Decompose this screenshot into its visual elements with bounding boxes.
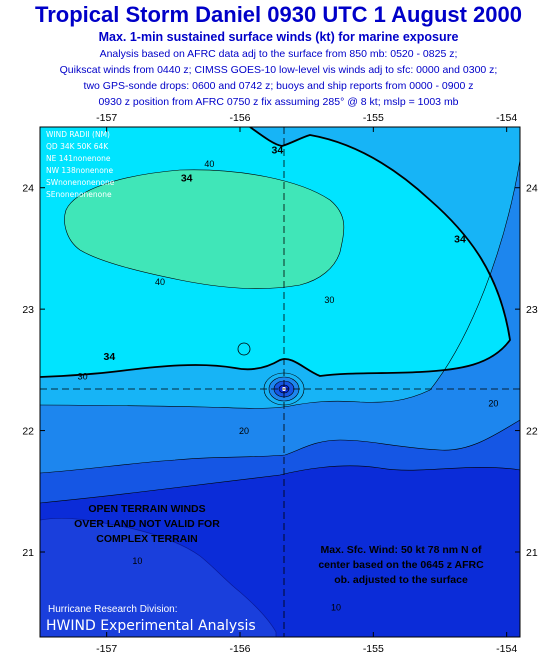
- contour-label-40: 40: [155, 277, 165, 287]
- y-tick-label-right: 24: [526, 183, 538, 195]
- wind-field: 34 34 34 34 40 40 30 30 20 20 10 10: [40, 127, 520, 637]
- terrain-line-1: OPEN TERRAIN WINDS: [88, 503, 205, 515]
- eye-contour-34: [237, 342, 251, 356]
- contour-34: [40, 127, 511, 378]
- x-tick-label-bottom: -155: [363, 643, 384, 655]
- wind-radii-title: WIND RADII (NM): [46, 130, 110, 139]
- contour-label-30: 30: [78, 372, 88, 382]
- x-tick-label-bottom: -157: [96, 643, 117, 655]
- contour-label-34: 34: [181, 173, 193, 185]
- hwind-label: HWIND Experimental Analysis: [46, 618, 256, 634]
- contour-20: [40, 419, 520, 474]
- x-tick-label-bottom: -156: [229, 643, 250, 655]
- y-tick-label-left: 23: [22, 304, 34, 316]
- contour-label-10: 10: [331, 602, 341, 612]
- region-40-50: [64, 169, 344, 289]
- contour-40: [64, 169, 345, 289]
- map-frame: [39, 126, 521, 638]
- wind-radii-row-ne: NE 141nonenone: [46, 154, 111, 163]
- x-tick-label-top: -156: [229, 112, 250, 124]
- contour-label-34: 34: [271, 145, 283, 157]
- y-tick-label-left: 22: [22, 426, 34, 438]
- contour-label-20: 20: [239, 426, 249, 436]
- max-wind-line-3: ob. adjusted to the surface: [334, 574, 468, 586]
- hrd-label: Hurricane Research Division:: [48, 604, 178, 615]
- terrain-line-3: COMPLEX TERRAIN: [96, 533, 198, 545]
- contour-label-34: 34: [103, 351, 115, 363]
- wind-radii-legend: WIND RADII (NM) QD 34K 50K 64K NE 141non…: [46, 130, 115, 199]
- contour-label-40: 40: [204, 159, 214, 169]
- contour-30: [40, 159, 520, 409]
- y-tick-label-right: 21: [526, 547, 538, 559]
- coastline-land: [40, 517, 277, 637]
- contour-label-34: 34: [454, 233, 466, 245]
- wind-radii-row-se: SEnonenonenone: [46, 190, 112, 199]
- y-tick-label-right: 23: [526, 304, 538, 316]
- map-subtitle: Max. 1-min sustained surface winds (kt) …: [98, 30, 459, 44]
- wind-radii-columns: QD 34K 50K 64K: [46, 142, 109, 151]
- contour-label-10: 10: [132, 556, 142, 566]
- contour-label-20: 20: [488, 398, 498, 408]
- y-tick-label-right: 22: [526, 426, 538, 438]
- x-tick-label-top: -154: [496, 112, 517, 124]
- max-wind-line-2: center based on the 0645 z AFRC: [318, 559, 484, 571]
- analysis-note-4: 0930 z position from AFRC 0750 z fix ass…: [98, 96, 459, 108]
- y-tick-label-left: 24: [22, 183, 34, 195]
- x-tick-label-top: -157: [96, 112, 117, 124]
- wind-radii-row-nw: NW 138nonenone: [46, 166, 114, 175]
- contour-10: [40, 465, 520, 504]
- analysis-note-1: Analysis based on AFRC data adj to the s…: [99, 48, 458, 60]
- x-tick-label-bottom: -154: [496, 643, 517, 655]
- map-title: Tropical Storm Daniel 0930 UTC 1 August …: [34, 2, 522, 27]
- contour-label-30: 30: [324, 295, 334, 305]
- contour-labels: 34 34 34 34 40 40 30 30 20 20 10 10: [78, 145, 499, 613]
- axis-ticks: -157 -157 -156 -156 -155 -155 -154 -154 21 21 22 22…: [22, 112, 538, 655]
- analysis-note-2: Quikscat winds from 0440 z; CIMSS GOES-1…: [59, 64, 498, 76]
- max-wind-note: Max. Sfc. Wind: 50 kt 78 nm N of center …: [318, 544, 484, 586]
- y-tick-label-left: 21: [22, 547, 34, 559]
- wind-radii-row-sw: SWnonenonenone: [46, 178, 115, 187]
- x-tick-label-top: -155: [363, 112, 384, 124]
- analysis-note-3: two GPS-sonde drops: 0600 and 0742 z; bu…: [83, 80, 474, 92]
- terrain-line-2: OVER LAND NOT VALID FOR: [74, 518, 220, 530]
- terrain-warning: OPEN TERRAIN WINDS OVER LAND NOT VALID F…: [74, 503, 220, 545]
- max-wind-line-1: Max. Sfc. Wind: 50 kt 78 nm N of: [321, 544, 482, 556]
